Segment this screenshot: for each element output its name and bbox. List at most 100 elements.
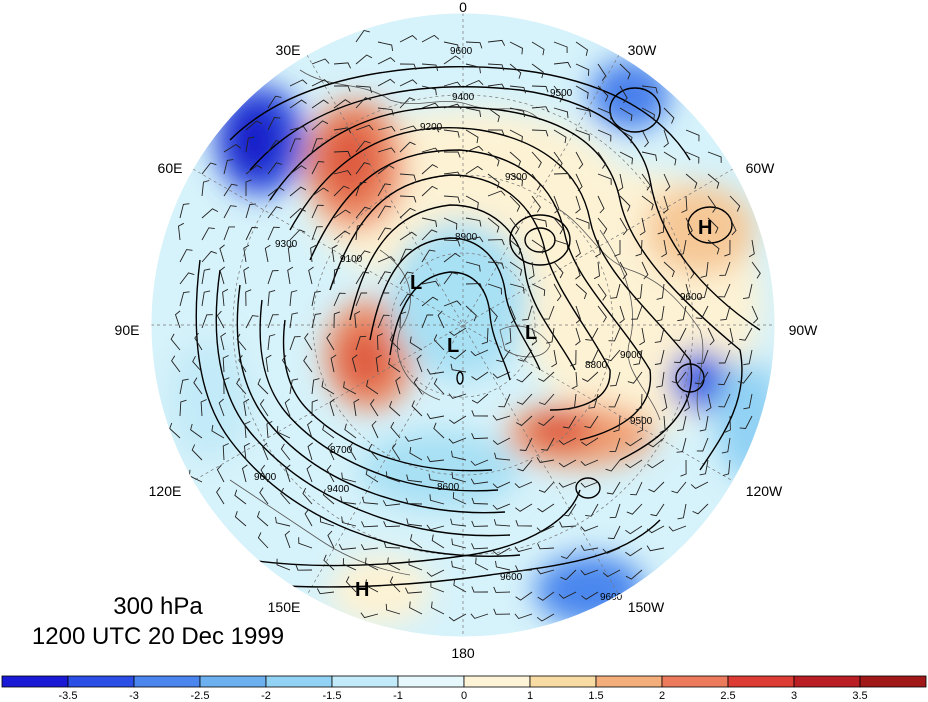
wind-barb bbox=[408, 558, 423, 571]
wind-barb bbox=[492, 415, 511, 421]
wind-barb bbox=[311, 120, 329, 131]
wind-barb bbox=[295, 564, 313, 571]
wind-barb bbox=[431, 601, 445, 615]
wind-barb bbox=[681, 195, 688, 213]
wind-barb bbox=[494, 452, 511, 461]
wind-barb bbox=[619, 85, 628, 104]
wind-barb bbox=[465, 305, 477, 322]
wind-barb bbox=[553, 107, 569, 118]
wind-barb bbox=[243, 244, 250, 263]
wind-barb bbox=[289, 138, 302, 153]
wind-barb bbox=[426, 569, 445, 577]
wind-barb bbox=[399, 35, 418, 43]
wind-barb bbox=[661, 393, 668, 412]
colorbar-swatch bbox=[199, 675, 267, 688]
wind-barb bbox=[619, 305, 625, 324]
wind-barb bbox=[465, 107, 482, 117]
wind-barb bbox=[443, 195, 461, 204]
wind-barb bbox=[727, 327, 734, 346]
wind-barb bbox=[284, 398, 291, 417]
wind-barb bbox=[648, 481, 665, 493]
wind-barb bbox=[333, 170, 352, 176]
coastlines bbox=[229, 69, 704, 576]
wind-barb bbox=[705, 393, 712, 412]
wind-barb bbox=[365, 557, 379, 571]
wind-barb bbox=[553, 261, 564, 279]
wind-barb bbox=[684, 393, 690, 412]
wind-barb bbox=[531, 195, 541, 213]
colorbar-swatch bbox=[595, 675, 663, 688]
wind-barb bbox=[389, 576, 401, 593]
wind-barb bbox=[287, 266, 294, 285]
wind-barb bbox=[465, 217, 482, 227]
longitude-label-180: 180 bbox=[451, 645, 475, 661]
wind-barb bbox=[389, 400, 401, 417]
wind-barb bbox=[663, 195, 669, 214]
wind-barb bbox=[509, 283, 525, 294]
wind-barb bbox=[333, 185, 350, 197]
wind-barb bbox=[646, 545, 665, 552]
wind-barb bbox=[437, 310, 445, 329]
wind-barb bbox=[377, 227, 392, 241]
wind-barb bbox=[311, 204, 324, 219]
wind-barb bbox=[443, 239, 461, 247]
colorbar-swatch bbox=[529, 675, 597, 688]
contour-label: 8600 bbox=[437, 482, 460, 493]
wind-barb bbox=[281, 355, 291, 373]
wind-barb bbox=[558, 437, 577, 446]
wind-barb bbox=[245, 315, 259, 329]
wind-barb bbox=[743, 393, 753, 410]
wind-barb bbox=[692, 503, 709, 515]
wind-barb bbox=[568, 393, 577, 410]
colorbar-swatch bbox=[397, 675, 465, 688]
wind-barb bbox=[449, 415, 467, 424]
wind-barb bbox=[531, 85, 549, 93]
wind-barb bbox=[697, 349, 709, 364]
wind-barb bbox=[308, 266, 314, 285]
wind-barb bbox=[634, 283, 643, 300]
wind-barb bbox=[475, 557, 489, 571]
wind-barb bbox=[654, 349, 665, 365]
contour-label: 9000 bbox=[620, 350, 643, 361]
wind-barb bbox=[201, 208, 219, 219]
wind-barb bbox=[267, 226, 280, 241]
wind-barb bbox=[452, 492, 467, 505]
wind-barb bbox=[365, 579, 379, 593]
wind-barb bbox=[223, 159, 234, 175]
wind-barb bbox=[236, 333, 247, 351]
wind-barb bbox=[200, 399, 207, 417]
colorbar-swatch bbox=[265, 675, 333, 688]
wind-barb bbox=[449, 349, 467, 360]
wind-barb bbox=[625, 525, 643, 535]
wind-barb bbox=[376, 333, 383, 351]
wind-barb bbox=[619, 107, 633, 122]
wind-barb bbox=[409, 534, 423, 549]
wind-barb bbox=[399, 195, 417, 203]
wind-barb bbox=[399, 207, 416, 219]
wind-barb bbox=[720, 305, 731, 321]
wind-barb bbox=[619, 129, 633, 144]
wind-barb bbox=[585, 349, 599, 364]
wind-barb bbox=[646, 525, 665, 534]
wind-barb bbox=[450, 363, 467, 373]
wind-barb bbox=[326, 332, 335, 351]
wind-barb bbox=[311, 138, 323, 153]
wind-barb bbox=[581, 591, 599, 600]
wind-barb bbox=[694, 371, 709, 385]
wind-barb bbox=[639, 217, 646, 236]
wind-barb bbox=[607, 525, 621, 540]
wind-barb bbox=[190, 423, 203, 439]
wind-barb bbox=[515, 591, 533, 601]
wind-barb bbox=[310, 244, 317, 263]
wind-barb bbox=[515, 415, 533, 426]
wind-barb bbox=[426, 368, 445, 375]
colorbar-tick-label: 2 bbox=[659, 690, 665, 702]
wind-barb bbox=[448, 393, 467, 399]
wind-barb bbox=[413, 377, 423, 395]
high-center-label: H bbox=[355, 579, 369, 601]
wind-barb bbox=[223, 183, 238, 197]
wind-barb bbox=[635, 393, 643, 411]
wind-barb bbox=[377, 78, 396, 87]
wind-barb bbox=[280, 443, 291, 461]
wind-barb bbox=[289, 312, 298, 329]
